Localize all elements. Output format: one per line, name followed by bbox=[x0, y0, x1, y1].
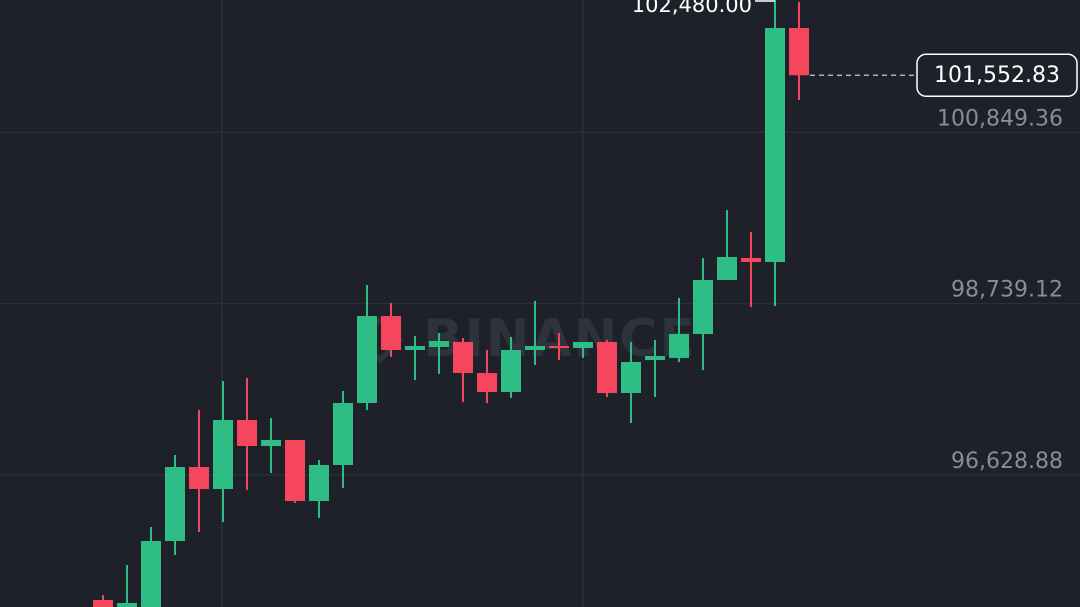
candle-body bbox=[693, 279, 713, 335]
candle-body bbox=[261, 439, 281, 446]
candle-body bbox=[549, 346, 569, 349]
candle-body bbox=[213, 420, 233, 490]
candle-body bbox=[333, 402, 353, 465]
candle-body bbox=[789, 27, 809, 76]
candle-body bbox=[501, 349, 521, 392]
candle-body bbox=[645, 356, 665, 360]
candle-body bbox=[237, 420, 257, 446]
candle-body bbox=[141, 541, 161, 607]
candle-body bbox=[165, 467, 185, 542]
candle-body bbox=[381, 315, 401, 350]
candle-body bbox=[405, 346, 425, 350]
candle-body bbox=[93, 600, 113, 607]
candle-body bbox=[573, 341, 593, 348]
candle-body bbox=[357, 315, 377, 403]
candle-body bbox=[429, 340, 449, 347]
candle-body bbox=[621, 362, 641, 394]
y-tick-label: 98,739.12 bbox=[951, 278, 1063, 303]
y-tick-label: 100,849.36 bbox=[937, 106, 1063, 131]
candle-body bbox=[597, 341, 617, 394]
max-label: 102,480.00 bbox=[632, 0, 752, 17]
y-tick-label: 96,628.88 bbox=[951, 449, 1063, 474]
last-price-label: 101,552.83 bbox=[934, 63, 1060, 88]
candle-body bbox=[669, 334, 689, 358]
candle-body bbox=[477, 373, 497, 392]
candle-body bbox=[453, 341, 473, 374]
candle-body bbox=[117, 603, 137, 607]
candle-body bbox=[765, 27, 785, 263]
last-price-tag bbox=[916, 53, 1078, 97]
candle-body bbox=[189, 467, 209, 490]
candle-body bbox=[741, 257, 761, 263]
candle-body bbox=[285, 439, 305, 502]
candle-body bbox=[717, 257, 737, 280]
candle-body bbox=[309, 464, 329, 502]
candle-body bbox=[525, 346, 545, 350]
